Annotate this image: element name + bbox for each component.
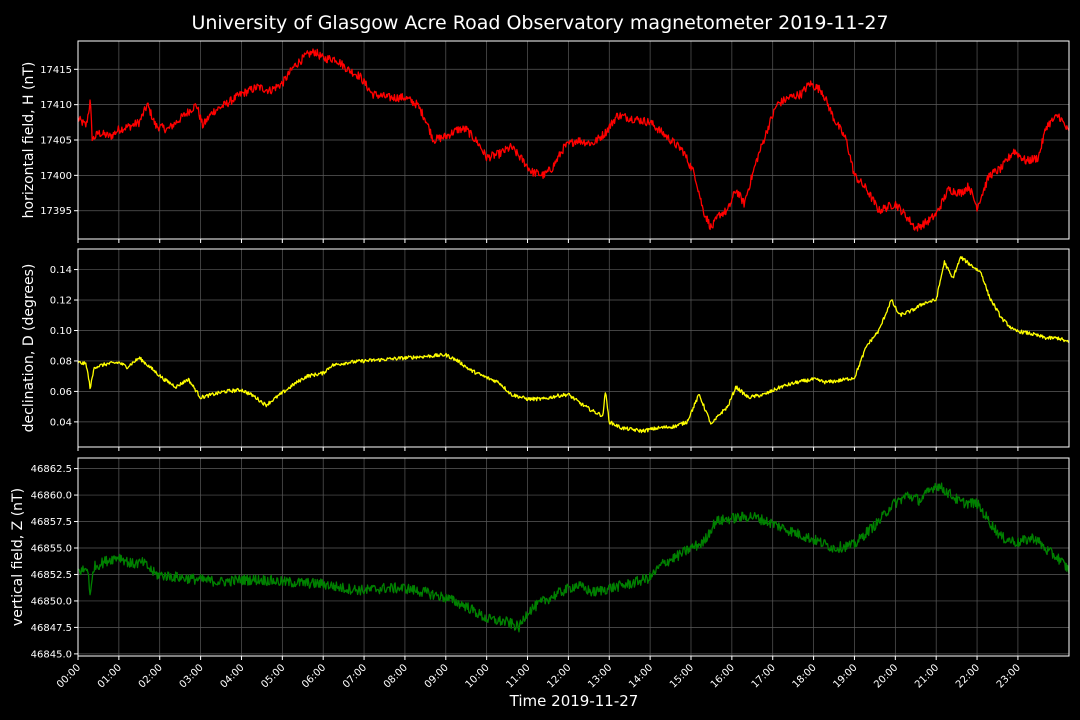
x-axis-label: Time 2019-11-27 [509,692,639,710]
panel-declination: 0.04 0.06 0.08 0.10 0.12 0.14 declination, D … [21,248,1070,451]
y-tick-label: 46860.0 [31,491,72,502]
series-declination [77,256,1070,434]
y-tick-label: 17415 [40,65,72,76]
y-tick-label: 0.12 [50,296,72,307]
y-tick-label: 46855.0 [31,544,72,555]
y-tick-label: 17410 [40,100,72,111]
series-vertical-field [77,482,1070,633]
panel-horizontal-field: 17395 17400 17405 17410 17415 horizontal fie… [21,40,1070,243]
y-tick-label: 17400 [40,171,72,182]
y-tick-label: 0.04 [50,417,72,428]
x-tickmarks-horizontal-field [77,239,1019,243]
axes-frame-vertical-field [77,457,1070,657]
y-tick-label: 46850.0 [31,596,72,607]
chart-title: University of Glasgow Acre Road Observat… [191,12,888,34]
y-axis-label-horizontal-field: horizontal field, H (nT) [21,62,37,219]
y-tick-label: 0.10 [50,326,72,337]
y-tick-label: 46852.5 [31,570,72,581]
y-tick-label: 17395 [40,206,72,217]
panel-vertical-field: 46845.0 46847.5 46850.0 46852.5 46855.0 46857… [10,457,1070,660]
y-axis-label-declination: declination, D (degrees) [21,264,37,433]
series-line-0 [77,48,1070,232]
grid-vertical-field [77,458,1069,656]
y-tick-label: 0.08 [50,356,72,367]
y-tick-label: 46847.5 [31,623,72,634]
y-tick-label: 17405 [40,136,72,147]
y-tick-label: 0.06 [50,387,72,398]
y-tick-label: 46862.5 [31,464,72,475]
y-ticks-declination: 0.04 0.06 0.08 0.10 0.12 0.14 [50,265,78,428]
y-tick-label: 0.14 [50,265,72,276]
y-ticks-horizontal-field: 17395 17400 17405 17410 17415 [40,65,78,217]
y-ticks-vertical-field: 46845.0 46847.5 46850.0 46852.5 46855.0 46857… [31,464,78,660]
series-line-2 [77,482,1070,633]
axes-frame-declination [77,248,1070,448]
x-tickmarks-declination [77,447,1019,451]
series-line-1 [77,256,1070,434]
y-axis-label-vertical-field: vertical field, Z (nT) [10,488,26,626]
x-tickmarks-vertical-field [77,656,1019,660]
series-horizontal-field [77,48,1070,232]
y-tick-label: 46845.0 [31,649,72,660]
y-tick-label: 46857.5 [31,517,72,528]
